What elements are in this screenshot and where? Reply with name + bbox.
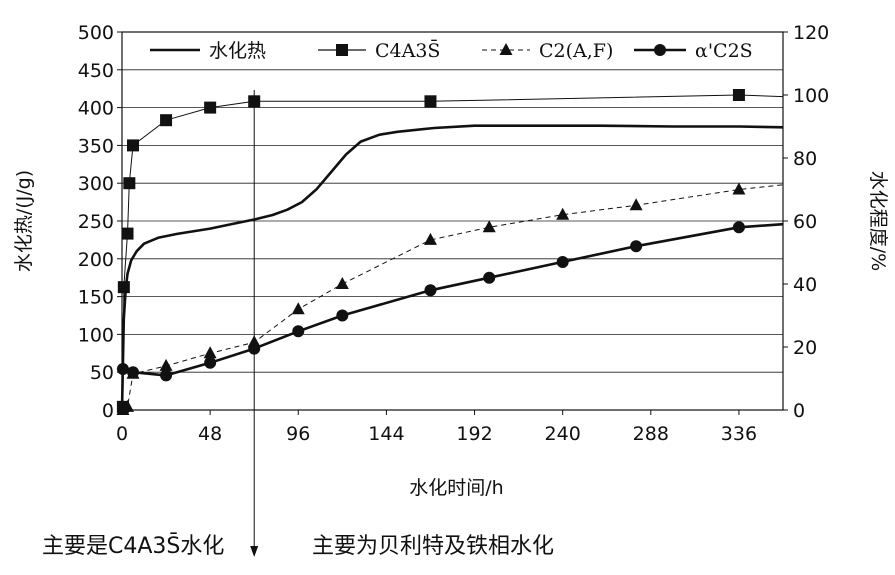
legend-marker-3 [499,43,513,55]
y-left-tick-label: 150 [78,287,114,309]
y-axis-left-label: 水化热/(J/g) [13,170,35,272]
series-1-line [120,124,784,411]
x-tick-label: 288 [633,423,669,445]
x-tick-label: 96 [286,423,310,445]
series-3-point [482,220,496,233]
y-axis-right-label: 水化程度/% [867,171,889,271]
series-layer [116,89,784,557]
x-tick-label: 336 [721,423,757,445]
axis-ticks: 0 50 100 150 200 250 300 350 400 450 500 0 20 40 60 80 1… [78,22,830,445]
y-left-tick-label: 500 [78,22,114,44]
series-4-point [292,325,305,338]
y-right-tick-label: 60 [793,211,817,233]
y-right-tick-label: 80 [793,148,817,170]
series-2-point [160,114,173,127]
series-1 [120,124,784,411]
x-tick-label: 0 [116,423,128,445]
series-2-point [204,101,217,114]
series-2-point [127,139,140,152]
x-tick-label: 192 [456,423,492,445]
series-2 [116,89,784,413]
series-4-line [122,222,784,377]
y-left-tick-label: 50 [90,362,114,384]
x-axis-label: 水化时间/h [409,477,503,499]
y-left-tick-label: 100 [78,324,114,346]
y-left-tick-label: 200 [78,249,114,271]
annotation-left: 主要是C4A3S̄水化 [42,534,225,559]
series-4-point [204,356,217,369]
series-2-point [121,227,134,240]
series-4 [116,221,784,382]
x-tick-label: 48 [198,423,222,445]
legend-label-2: C4A3S̄ [375,39,440,62]
series-3-line [122,184,784,411]
y-left-tick-label: 300 [78,173,114,195]
series-3-point [291,302,305,315]
series-2-point [424,95,437,108]
series-3 [116,182,784,415]
series-4-point [732,221,745,234]
series-3-point [556,207,570,220]
divider-arrow [250,546,259,557]
series-2-point [732,89,745,101]
series-2-point [123,177,136,190]
x-tick-label: 240 [545,423,581,445]
y-right-tick-label: 100 [793,85,829,107]
legend: 水化热 C4A3S̄ C2(A,F) α'C2S [150,39,753,62]
legend-marker-2 [336,44,348,56]
legend-label-3: C2(A,F) [539,40,613,62]
y-left-tick-label: 450 [78,60,114,82]
y-right-tick-label: 40 [793,274,817,296]
series-3-point [121,399,135,412]
series-4-point [127,366,140,379]
y-right-tick-label: 0 [793,400,805,422]
series-3-point [732,182,746,195]
y-left-tick-label: 400 [78,98,114,120]
legend-marker-4 [654,44,666,56]
series-4-point [556,255,569,268]
legend-label-1: 水化热 [209,40,266,62]
series-3-point [629,198,643,211]
y-left-tick-label: 250 [78,211,114,233]
annotation-right: 主要为贝利特及铁相水化 [312,534,555,559]
y-right-tick-label: 20 [793,337,817,359]
series-3-point [335,277,349,289]
series-3-point [159,358,173,371]
series-4-point [160,369,173,382]
series-4-point [336,309,349,322]
series-3-point [203,346,217,359]
gridlines [122,69,783,373]
y-left-tick-label: 0 [102,400,114,422]
series-2-point [117,281,130,294]
series-3-point [423,232,437,245]
legend-label-4: α'C2S [695,40,753,62]
y-right-tick-label: 120 [793,22,829,44]
series-4-point [424,284,437,297]
x-tick-label: 144 [368,423,404,445]
series-4-point [483,271,496,284]
y-left-tick-label: 350 [78,135,114,157]
series-4-point [630,240,643,253]
